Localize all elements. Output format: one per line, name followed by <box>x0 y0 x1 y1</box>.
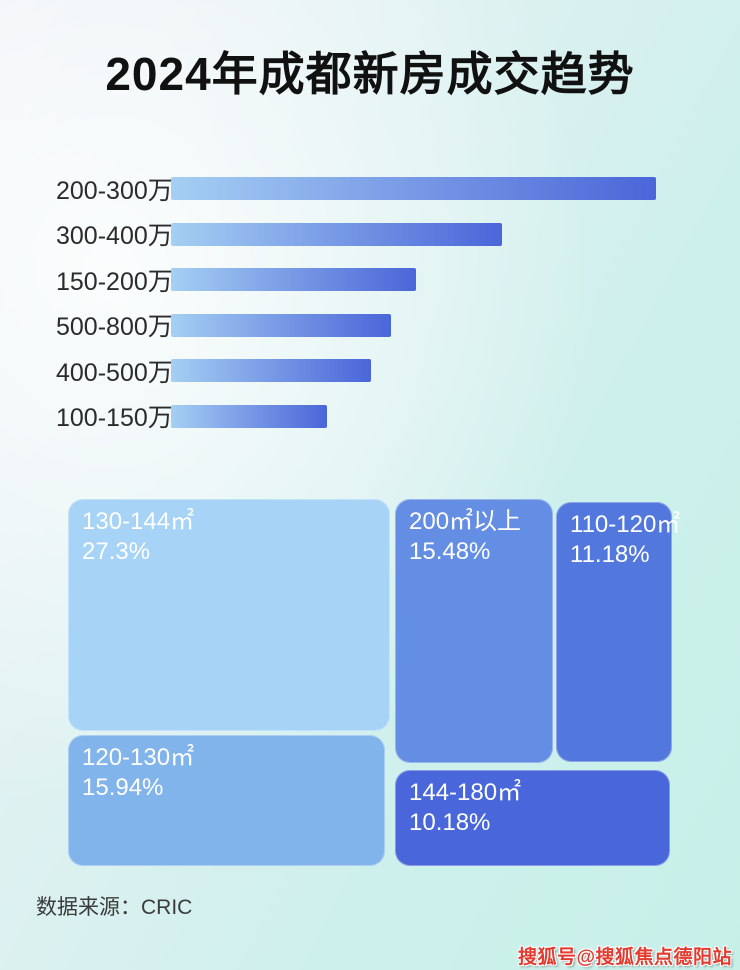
bar-category-label: 500-800万 <box>56 313 173 341</box>
bar-fill <box>171 268 416 291</box>
treemap-cell-label: 144-180㎡ <box>409 779 522 806</box>
bar-category-label: 200-300万 <box>56 176 173 205</box>
treemap-cell-label: 130-144㎡ <box>82 508 195 535</box>
bar-fill <box>171 222 502 246</box>
bar-category-label: 400-500万 <box>56 358 173 387</box>
treemap-cell-percent: 10.18% <box>409 809 491 836</box>
area-share-treemap: 130-144㎡ 27.3% 120-130㎡ 15.94% 200㎡以上 15… <box>68 499 681 868</box>
treemap-cell-percent: 27.3% <box>82 538 151 565</box>
treemap-cell-120-130: 120-130㎡ 15.94% <box>68 735 385 866</box>
bar-row: 150-200万 <box>0 268 740 296</box>
treemap-cell-percent: 11.18% <box>570 541 650 568</box>
sohu-watermark: 搜狐号@搜狐焦点德阳站 <box>517 947 732 968</box>
bar-fill <box>171 404 328 428</box>
bar-row: 400-500万 <box>0 359 740 387</box>
bar-track <box>171 177 656 200</box>
treemap-cell-130-144: 130-144㎡ 27.3% <box>68 499 390 731</box>
treemap-cell-percent: 15.94% <box>82 774 164 801</box>
bar-category-label: 150-200万 <box>56 267 173 296</box>
treemap-cell-110-120: 110-120㎡ 11.18% <box>556 502 681 762</box>
treemap-cell-144-180: 144-180㎡ 10.18% <box>395 770 670 866</box>
price-range-bar-chart: 200-300万 300-400万 150-200万 500-800万 400-… <box>0 177 740 450</box>
treemap-cell-200-plus: 200㎡以上 15.48% <box>395 499 553 763</box>
bar-track <box>171 268 656 291</box>
bar-category-label: 100-150万 <box>56 404 173 432</box>
treemap-cell-percent: 15.48% <box>409 538 491 565</box>
bar-category-label: 300-400万 <box>56 222 173 250</box>
bar-track <box>171 359 656 382</box>
treemap-cell-label: 200㎡以上 <box>409 508 522 535</box>
bar-track <box>171 222 656 246</box>
treemap-cell-label: 110-120㎡ <box>570 511 681 538</box>
data-source-note: 数据来源：CRIC <box>36 896 193 919</box>
bar-track <box>171 404 656 428</box>
bar-row: 500-800万 <box>0 313 740 341</box>
treemap-cell-label: 120-130㎡ <box>82 744 195 771</box>
bar-fill <box>171 359 371 382</box>
bar-fill <box>171 177 656 200</box>
bar-row: 200-300万 <box>0 177 740 205</box>
page-title: 2024年成都新房成交趋势 <box>105 48 635 100</box>
bar-row: 100-150万 <box>0 404 740 432</box>
bar-track <box>171 313 656 337</box>
bar-fill <box>171 313 392 337</box>
bar-row: 300-400万 <box>0 222 740 250</box>
